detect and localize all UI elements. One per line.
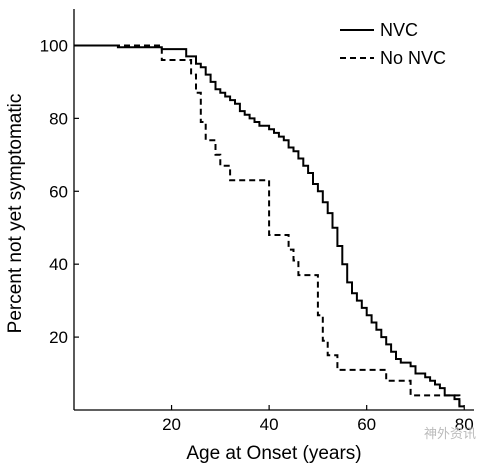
y-tick-label: 60 [49, 182, 68, 201]
x-tick-label: 20 [162, 415, 181, 434]
y-tick-label: 20 [49, 328, 68, 347]
axes [73, 9, 474, 411]
x-axis-label: Age at Onset (years) [186, 443, 361, 464]
y-ticks: 20 40 60 80 100 [40, 36, 79, 347]
y-tick-label: 40 [49, 255, 68, 274]
x-tick-label: 40 [260, 415, 279, 434]
y-axis-label: Percent not yet symptomatic [5, 94, 26, 334]
x-tick-label: 80 [455, 415, 474, 434]
legend-label: No NVC [380, 48, 446, 68]
legend-label: NVC [380, 20, 418, 40]
y-tick-label: 100 [40, 36, 68, 55]
x-ticks: 20 40 60 80 [162, 405, 474, 434]
series-line-nvc [74, 44, 465, 408]
watermark-text: 神外资讯 [424, 427, 476, 442]
legend: NVC No NVC [340, 20, 446, 68]
series-layer [74, 44, 465, 408]
x-tick-label: 60 [357, 415, 376, 434]
y-tick-label: 80 [49, 109, 68, 128]
series-line-no-nvc [74, 44, 465, 408]
